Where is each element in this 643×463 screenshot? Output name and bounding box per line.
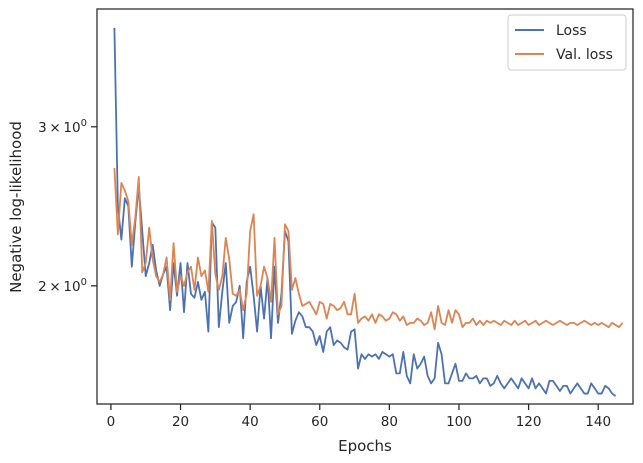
x-tick-label: 40: [242, 414, 259, 430]
x-axis-ticks: 0 20 40 60 80 100 120 140: [107, 404, 611, 430]
y-tick-label: 3 × 100: [38, 118, 87, 136]
y-axis-label: Negative log-likelihood: [7, 121, 25, 293]
x-tick-label: 0: [107, 414, 116, 430]
y-axis-ticks: 2 × 100 3 × 100: [38, 118, 97, 295]
x-tick-label: 80: [381, 414, 398, 430]
x-tick-label: 140: [585, 414, 611, 430]
legend-label-val-loss: Val. loss: [556, 47, 613, 63]
plot-area: [96, 8, 634, 405]
x-axis-label: Epochs: [338, 437, 392, 455]
legend-box: [507, 14, 627, 71]
series-layer: [113, 27, 624, 397]
legend: Loss Val. loss: [507, 14, 627, 71]
x-tick-label: 20: [172, 414, 189, 430]
series-line-val-loss: [113, 168, 624, 331]
series-line-loss: [113, 27, 617, 397]
x-tick-label: 60: [311, 414, 328, 430]
legend-label-loss: Loss: [556, 23, 587, 39]
axes-frame: [96, 8, 634, 405]
x-tick-label: 120: [516, 414, 542, 430]
y-tick-label: 2 × 100: [38, 277, 87, 295]
x-tick-label: 100: [446, 414, 472, 430]
